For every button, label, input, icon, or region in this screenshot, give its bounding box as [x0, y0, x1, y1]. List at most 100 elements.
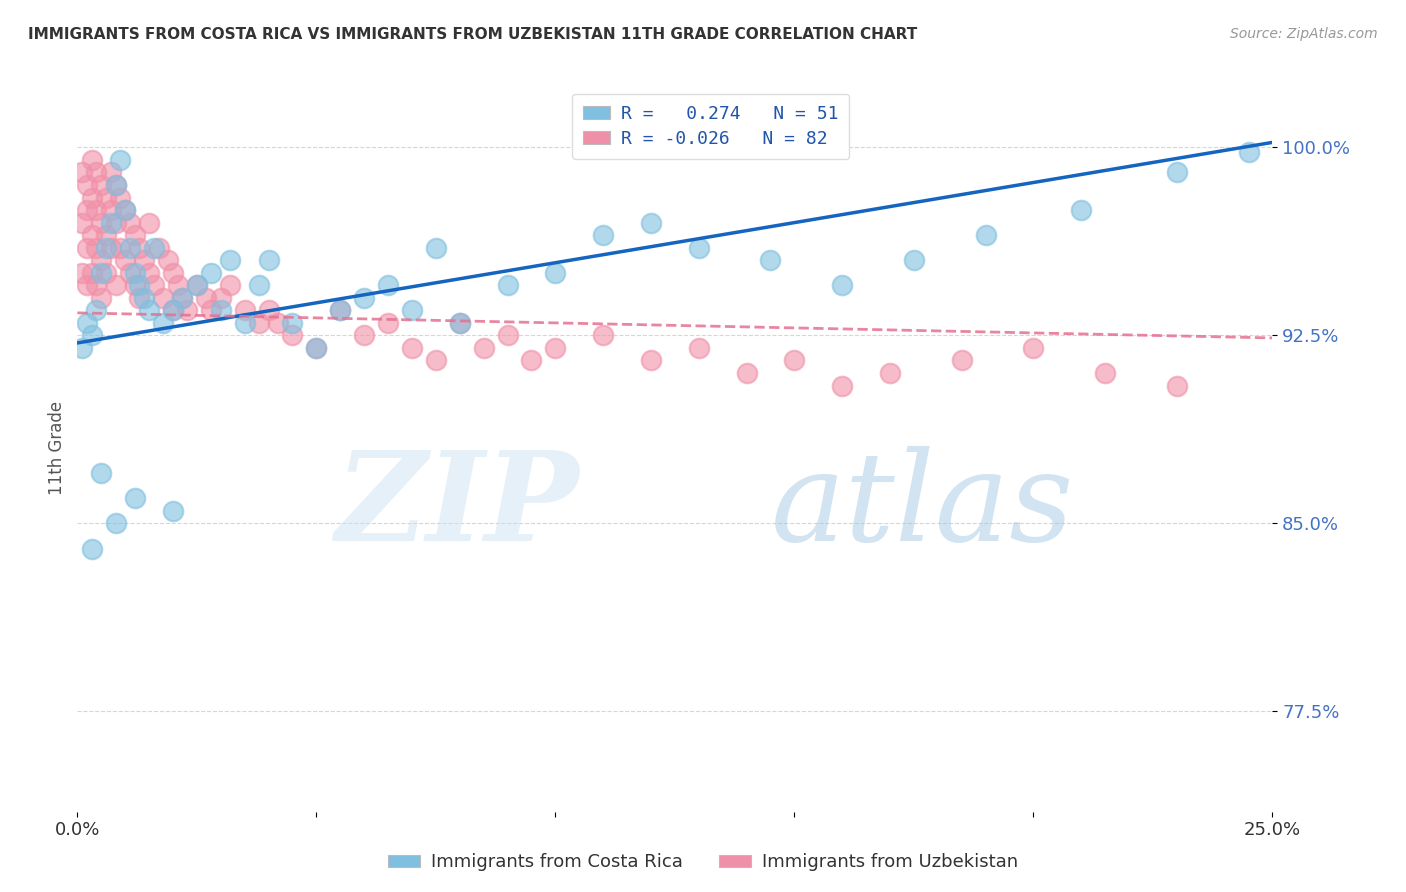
Text: Source: ZipAtlas.com: Source: ZipAtlas.com [1230, 27, 1378, 41]
Point [76, 278, 98, 293]
Point [128, 291, 150, 305]
Point [86, 203, 108, 218]
Point [592, 328, 614, 343]
Point [86, 241, 108, 255]
Point [80, 266, 103, 280]
Point [70, 165, 93, 179]
Point [401, 341, 423, 355]
Point [162, 303, 184, 318]
Point [688, 341, 710, 355]
Point [166, 278, 188, 293]
Point [86, 165, 108, 179]
Point [138, 216, 160, 230]
Point [1166, 378, 1188, 392]
Point [1022, 341, 1045, 355]
Point [80, 328, 103, 343]
Point [162, 504, 184, 518]
Point [544, 341, 567, 355]
Point [124, 278, 146, 293]
Point [114, 203, 136, 218]
Point [118, 266, 141, 280]
Point [759, 253, 782, 268]
Point [104, 178, 127, 192]
Point [496, 328, 519, 343]
Point [176, 303, 198, 318]
Point [449, 316, 471, 330]
Point [735, 366, 758, 380]
Point [219, 278, 242, 293]
Point [138, 266, 160, 280]
Point [592, 228, 614, 243]
Legend: R =   0.274   N = 51, R = -0.026   N = 82: R = 0.274 N = 51, R = -0.026 N = 82 [572, 94, 849, 159]
Point [903, 253, 925, 268]
Point [114, 253, 136, 268]
Point [247, 316, 270, 330]
Y-axis label: 11th Grade: 11th Grade [48, 401, 66, 495]
Point [124, 228, 146, 243]
Point [640, 353, 662, 368]
Point [100, 241, 122, 255]
Point [267, 316, 290, 330]
Text: atlas: atlas [770, 446, 1074, 567]
Point [1166, 165, 1188, 179]
Point [86, 278, 108, 293]
Point [425, 241, 447, 255]
Point [401, 303, 423, 318]
Point [90, 253, 112, 268]
Point [110, 190, 132, 204]
Point [353, 291, 375, 305]
Text: IMMIGRANTS FROM COSTA RICA VS IMMIGRANTS FROM UZBEKISTAN 11TH GRADE CORRELATION : IMMIGRANTS FROM COSTA RICA VS IMMIGRANTS… [28, 27, 917, 42]
Point [520, 353, 543, 368]
Point [209, 291, 232, 305]
Point [76, 178, 98, 192]
Point [152, 291, 174, 305]
Point [80, 541, 103, 556]
Point [124, 266, 146, 280]
Point [142, 241, 165, 255]
Point [134, 253, 156, 268]
Point [172, 291, 194, 305]
Text: ZIP: ZIP [336, 446, 579, 567]
Point [879, 366, 901, 380]
Point [110, 153, 132, 167]
Point [76, 203, 98, 218]
Point [90, 216, 112, 230]
Point [257, 253, 280, 268]
Point [70, 266, 93, 280]
Point [124, 491, 146, 506]
Point [80, 190, 103, 204]
Point [94, 241, 117, 255]
Point [70, 341, 93, 355]
Point [200, 303, 222, 318]
Point [128, 278, 150, 293]
Point [209, 303, 232, 318]
Point [950, 353, 973, 368]
Point [94, 266, 117, 280]
Point [1237, 145, 1260, 160]
Point [305, 341, 328, 355]
Point [200, 266, 222, 280]
Point [377, 278, 399, 293]
Point [172, 291, 194, 305]
Point [449, 316, 471, 330]
Point [104, 216, 127, 230]
Point [219, 253, 242, 268]
Point [233, 316, 256, 330]
Point [94, 190, 117, 204]
Point [94, 228, 117, 243]
Point [1070, 203, 1092, 218]
Point [329, 303, 352, 318]
Point [329, 303, 352, 318]
Point [134, 291, 156, 305]
Point [281, 316, 304, 330]
Point [80, 228, 103, 243]
Point [70, 216, 93, 230]
Point [257, 303, 280, 318]
Point [110, 241, 132, 255]
Point [90, 467, 112, 481]
Point [377, 316, 399, 330]
Point [233, 303, 256, 318]
Point [76, 316, 98, 330]
Point [86, 303, 108, 318]
Point [157, 253, 180, 268]
